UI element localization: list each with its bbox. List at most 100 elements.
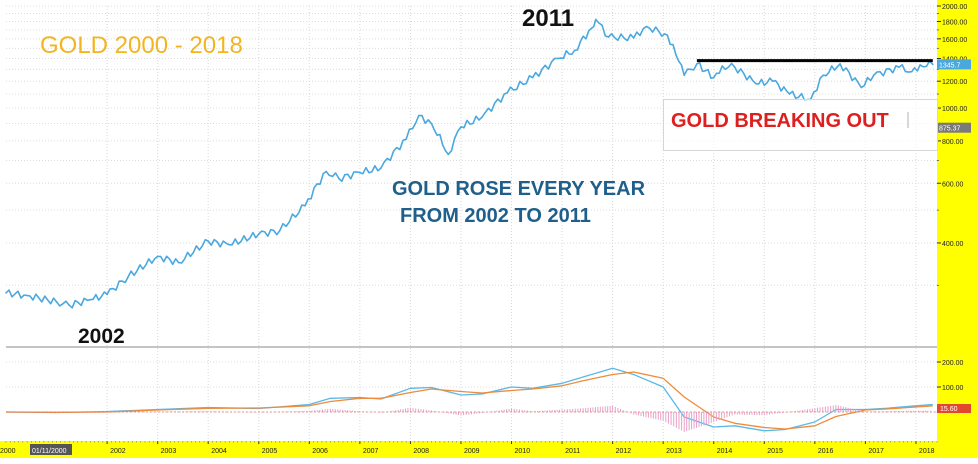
y-axis: 400.00600.00800.001000.001200.001400.001…	[937, 0, 978, 458]
x-tick-label: 2012	[616, 448, 632, 455]
price-point	[460, 126, 462, 128]
x-tick-label: 2016	[818, 448, 834, 455]
x-tick-label: 2002	[110, 448, 126, 455]
price-point	[68, 304, 70, 307]
y-tick-label: 1000.00	[942, 106, 967, 113]
price-point	[931, 63, 934, 66]
price-point	[860, 86, 862, 89]
annotation-breaking-out: GOLD BREAKING OUT	[671, 110, 889, 132]
macd-panel	[5, 367, 937, 432]
price-point	[418, 114, 420, 117]
x-tick-label: 2011	[565, 448, 580, 455]
x-tick-label: 2005	[262, 448, 278, 455]
x-tick-label: 2009	[464, 448, 480, 455]
price-point	[207, 240, 210, 242]
x-tick-label: 2015	[767, 448, 783, 455]
y-tick-label: 800.00	[942, 139, 964, 146]
annotation-breaking-out-box: GOLD BREAKING OUT	[663, 99, 938, 151]
price-point	[531, 76, 534, 79]
price-point	[594, 18, 597, 21]
price-point	[788, 93, 791, 95]
price-point	[447, 153, 450, 156]
price-point	[822, 74, 825, 76]
x-tick-label: 01/11/2000	[32, 448, 67, 455]
price-point	[607, 36, 610, 38]
x-tick-label: 2003	[161, 448, 177, 455]
chart-title: GOLD 2000 - 2018	[40, 32, 243, 59]
price-point	[696, 63, 698, 65]
price-point	[156, 255, 159, 258]
x-tick-label: 2017	[868, 448, 884, 455]
x-tick-label: 2007	[363, 448, 379, 455]
price-point	[325, 170, 327, 173]
price-point	[645, 25, 648, 28]
macd-last-value-flag	[937, 404, 971, 413]
price-point	[55, 301, 58, 303]
price-point	[712, 76, 715, 79]
price-point	[405, 138, 408, 140]
x-tick-label: 2004	[211, 448, 227, 455]
macd-y-tick-label: 200.00	[942, 360, 964, 367]
x-tick-label: 2018	[919, 448, 935, 455]
price-point	[910, 70, 913, 73]
price-point	[919, 64, 921, 66]
macd-signal-line	[5, 371, 933, 430]
price-point	[733, 66, 736, 68]
price-point	[430, 122, 433, 125]
x-axis: 2000 01/11/2000 2002 2003 2004 2005 2006 2007 20…	[0, 441, 938, 458]
x-tick-label: 2008	[413, 448, 429, 455]
x-tick-label: 2000	[0, 448, 16, 455]
y-axis-band	[937, 0, 978, 458]
price-point	[675, 53, 677, 56]
price-point	[506, 91, 509, 94]
price-point	[839, 63, 841, 65]
price-panel	[5, 18, 934, 309]
price-line-gold	[5, 18, 934, 309]
macd-last-value-label: 15.60	[940, 406, 958, 413]
price-point	[127, 275, 129, 278]
y-tick-label: 1800.00	[942, 20, 967, 27]
x-tick-label: 2006	[312, 448, 328, 455]
price-point	[557, 57, 559, 60]
price-point	[26, 294, 28, 297]
price-point	[683, 74, 686, 76]
price-point	[279, 229, 281, 232]
current-value-flag	[937, 59, 971, 70]
price-point	[106, 293, 108, 296]
y-tick-label: 1600.00	[942, 37, 967, 44]
price-point	[380, 167, 382, 169]
price-point	[257, 233, 260, 235]
secondary-value-flag	[937, 122, 971, 133]
x-tick-highlight	[30, 444, 72, 455]
price-point	[5, 292, 7, 294]
price-point	[177, 261, 180, 264]
price-point	[666, 34, 669, 37]
price-point	[359, 171, 361, 174]
annotation-2011: 2011	[522, 5, 575, 32]
secondary-value-label: 875.37	[939, 126, 961, 133]
price-point	[771, 80, 774, 83]
y-tick-label: 600.00	[942, 181, 964, 188]
price-point	[632, 37, 635, 39]
price-point	[481, 116, 483, 118]
macd-y-tick-label: 100.00	[942, 385, 964, 392]
price-point	[304, 204, 306, 207]
y-tick-label: 2000.00	[942, 4, 967, 11]
price-point	[228, 244, 231, 246]
price-point	[721, 65, 723, 67]
x-tick-label: 2010	[515, 448, 531, 455]
annotation-gold-rose-line1: GOLD ROSE EVERY YEAR	[392, 178, 646, 200]
price-point	[898, 66, 900, 68]
x-tick-label: 2013	[666, 448, 682, 455]
annotation-2002: 2002	[78, 325, 125, 348]
price-point	[573, 49, 576, 52]
price-point	[89, 298, 92, 301]
price-point	[873, 74, 875, 76]
x-tick-label: 2014	[717, 448, 733, 455]
y-tick-label: 1200.00	[942, 79, 967, 86]
annotation-gold-rose-line2: FROM 2002 TO 2011	[400, 205, 591, 227]
price-point	[658, 30, 660, 33]
price-point	[590, 27, 593, 30]
current-value-label: 1345.7	[939, 62, 961, 69]
